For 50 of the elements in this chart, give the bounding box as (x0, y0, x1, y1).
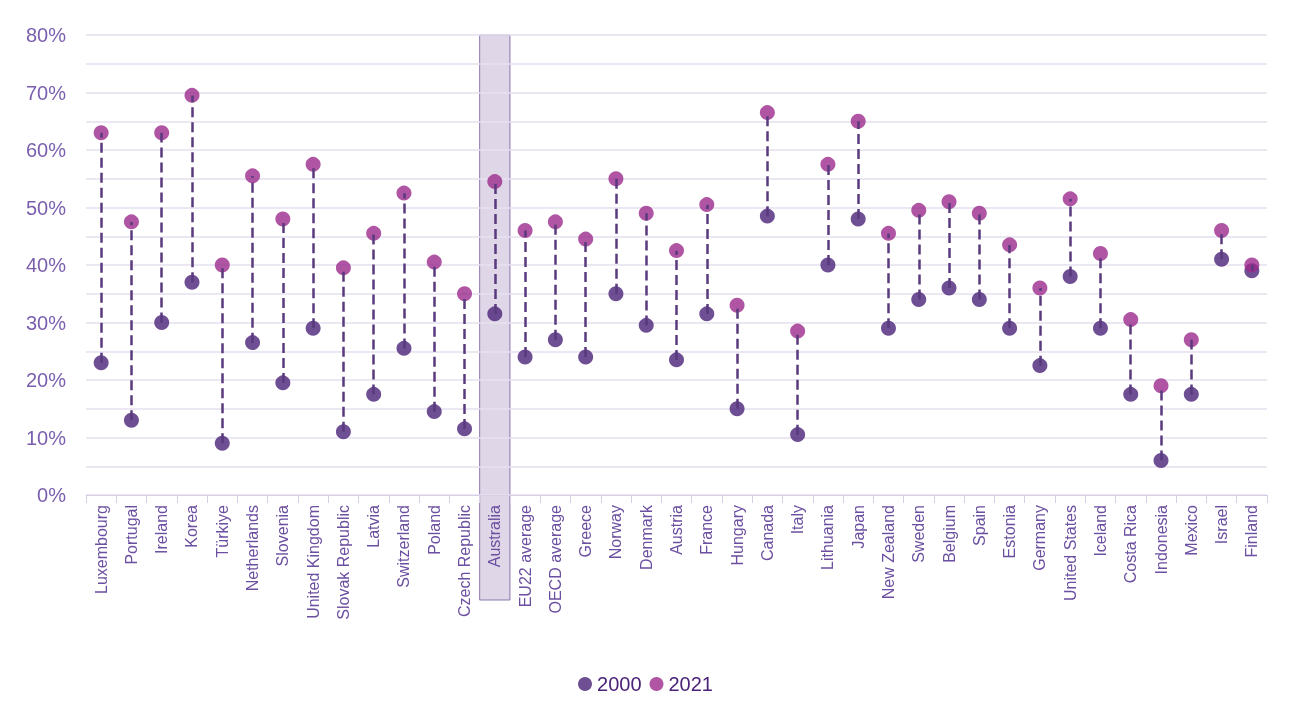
x-tick-label: Türkiye (213, 504, 231, 558)
x-tick-label: Portugal (122, 505, 140, 565)
x-tick-label: EU22 average (516, 504, 534, 608)
y-tick-label: 80% (25, 24, 67, 46)
x-tick-label: Switzerland (395, 505, 413, 588)
x-tick-label: Czech Republic (456, 505, 474, 618)
x-tick-label: Costa Rica (1122, 504, 1140, 584)
x-tick-label: United States (1061, 505, 1079, 602)
x-tick-label: Greece (577, 504, 595, 558)
x-tick-label: Poland (425, 505, 443, 555)
x-tick-label: Indonesia (1152, 504, 1170, 575)
x-tick-label: New Zealand (879, 505, 897, 600)
x-tick-label: Netherlands (244, 505, 262, 592)
x-tick-label: Sweden (910, 505, 928, 563)
x-tick-label: Hungary (728, 505, 746, 566)
x-tick-label: Mexico (1182, 504, 1200, 556)
x-tick-label: Lithuania (819, 504, 837, 570)
x-tick-label: United Kingdom (304, 505, 322, 619)
x-tick-label: Austria (668, 504, 685, 555)
x-tick-label: Finland (1243, 505, 1261, 558)
x-tick-label: OECD average (546, 504, 564, 614)
x-tick-label: Korea (183, 504, 201, 548)
x-tick-label: Slovenia (274, 504, 292, 567)
x-tick-label: Denmark (637, 504, 655, 570)
x-tick-label: Slovak Republic (334, 505, 352, 620)
x-tick-label: Australia (486, 504, 504, 568)
y-tick-label: 20% (25, 369, 67, 391)
x-tick-label: Estonia (1001, 504, 1019, 559)
y-tick-label: 30% (25, 311, 67, 334)
legend-label: 2000 (597, 673, 642, 695)
x-tick-label: Spain (970, 505, 988, 546)
x-tick-label: Iceland (1091, 505, 1109, 557)
x-tick-label: Norway (607, 505, 625, 560)
x-tick-label: Latvia (365, 504, 383, 548)
x-tick-label: Ireland (153, 505, 171, 554)
legend-label: 2021 (668, 673, 713, 695)
x-tick-label: Canada (758, 504, 776, 562)
x-tick-label: Belgium (940, 505, 958, 563)
y-tick-label: 0% (37, 484, 67, 506)
x-tick-label: France (698, 504, 716, 555)
x-tick-label: Luxembourg (92, 505, 110, 594)
y-tick-label: 50% (25, 196, 67, 219)
x-tick-label: Italy (789, 505, 807, 535)
x-tick-label: Israel (1213, 505, 1231, 545)
y-tick-label: 60% (25, 139, 67, 161)
x-tick-label: Japan (849, 505, 867, 549)
y-tick-label: 40% (25, 254, 67, 276)
y-tick-label: 10% (25, 426, 67, 449)
x-tick-label: Germany (1031, 505, 1049, 571)
y-tick-label: 70% (25, 81, 67, 104)
